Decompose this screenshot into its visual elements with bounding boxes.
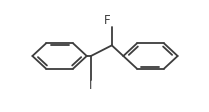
Text: F: F: [104, 14, 111, 27]
Text: I: I: [89, 79, 93, 92]
